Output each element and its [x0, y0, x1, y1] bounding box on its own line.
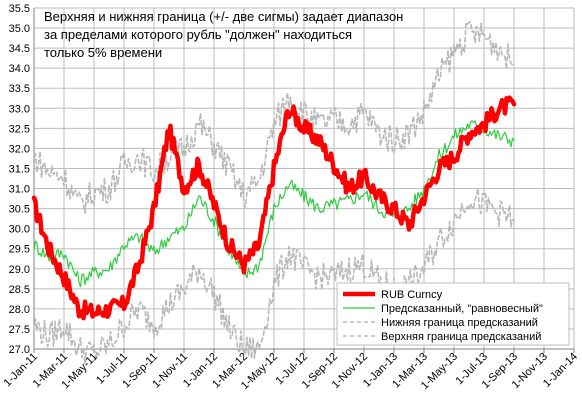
y-tick-label: 33.0: [9, 103, 30, 115]
series-line-3: [33, 20, 515, 214]
y-tick-label: 34.5: [9, 43, 30, 55]
chart-title-line: только 5% времени: [44, 45, 162, 60]
legend-label: Нижняя граница предсказаний: [381, 317, 538, 329]
y-axis: 27.0 27.5 28.0 28.5 29.0 29.5 30.0 30.5 31.0 31.5…: [9, 3, 30, 356]
y-tick-label: 35.0: [9, 23, 30, 35]
y-tick-label: 29.0: [9, 264, 30, 276]
legend-label: RUB Curncy: [381, 289, 443, 301]
legend-label: Верхняя граница предсказаний: [381, 331, 541, 343]
series-line-2: [33, 187, 515, 365]
y-tick-label: 30.5: [9, 204, 30, 216]
series-line-0: [31, 95, 517, 321]
chart-title-line: за пределами которого рубль "должен" нах…: [44, 27, 352, 42]
series-line-1: [33, 120, 515, 288]
y-tick-label: 32.0: [9, 143, 30, 155]
y-tick-label: 33.5: [9, 83, 30, 95]
series-layer: [31, 20, 517, 365]
y-tick-label: 31.0: [9, 184, 30, 196]
y-tick-label: 35.5: [9, 3, 30, 15]
y-tick-label: 28.5: [9, 284, 30, 296]
y-tick-label: 30.0: [9, 224, 30, 236]
y-tick-label: 31.5: [9, 163, 30, 175]
y-tick-label: 27.5: [9, 324, 30, 336]
y-tick-label: 29.5: [9, 244, 30, 256]
y-tick-label: 28.0: [9, 304, 30, 316]
legend-label: Предсказанный, "равновесный": [381, 303, 543, 315]
y-tick-label: 27.0: [9, 344, 30, 356]
x-axis: 1-Jan-111-Mar-111-May-111-Jul-111-Sep-11…: [2, 351, 581, 392]
y-tick-label: 32.5: [9, 123, 30, 135]
legend-box: [336, 282, 570, 346]
y-tick-label: 34.0: [9, 63, 30, 75]
legend: RUB Curncy Предсказанный, "равновесный" Ни…: [336, 282, 570, 346]
chart-title: Верхняя и нижняя граница (+/- две сигмы)…: [44, 9, 403, 60]
chart-title-line: Верхняя и нижняя граница (+/- две сигмы)…: [44, 9, 403, 24]
